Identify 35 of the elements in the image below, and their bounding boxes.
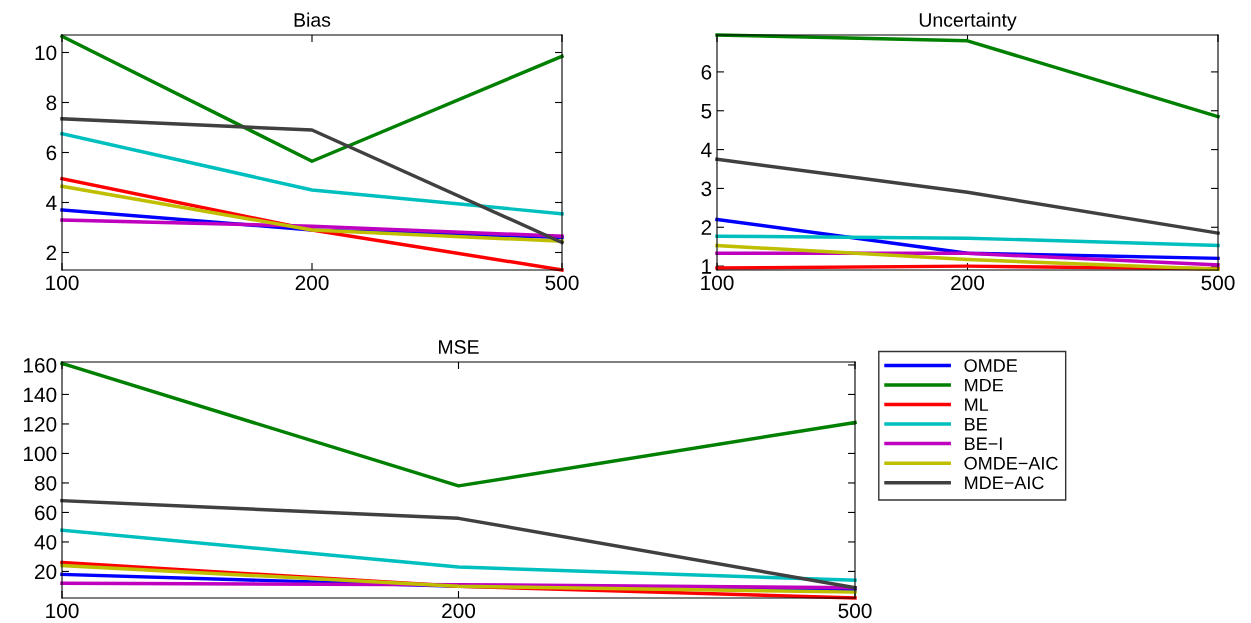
y-tick-label: 60 [35, 505, 57, 521]
x-tick-label: 200 [951, 275, 985, 291]
y-tick-label: 160 [23, 357, 57, 373]
y-tick-label: 10 [35, 45, 57, 61]
legend-label: BE [965, 417, 987, 431]
y-tick-label: 140 [23, 387, 57, 403]
y-tick-label: 120 [23, 416, 57, 432]
y-tick-label: 4 [701, 142, 712, 158]
x-tick-label: 500 [1201, 275, 1235, 291]
legend-label: MDE [965, 378, 1003, 392]
y-tick-label: 80 [34, 475, 57, 491]
y-tick-label: 6 [46, 145, 57, 161]
legend-label: OMDE−AIC [964, 456, 1058, 470]
x-tick-label: 500 [545, 275, 579, 291]
y-tick-label: 40 [34, 534, 57, 550]
x-tick-label: 200 [442, 603, 476, 619]
chart-title: Bias [294, 12, 331, 27]
chart-title: Uncertainty [919, 12, 1017, 31]
legend-label: ML [965, 398, 989, 411]
legend-label: BE−I [965, 437, 1002, 450]
x-tick-label: 500 [838, 603, 872, 619]
y-tick-label: 2 [46, 245, 57, 261]
y-tick-label: 2 [701, 220, 712, 235]
y-tick-label: 4 [46, 195, 57, 211]
y-tick-label: 1 [702, 259, 712, 274]
x-tick-label: 200 [295, 275, 329, 291]
y-tick-label: 20 [35, 564, 57, 580]
y-tick-label: 8 [46, 95, 57, 111]
y-tick-label: 100 [23, 446, 57, 462]
legend-label: OMDE [964, 359, 1018, 372]
y-tick-label: 5 [701, 103, 712, 119]
chart-title: MSE [439, 340, 479, 354]
y-tick-label: 6 [701, 64, 712, 80]
legend-label: MDE−AIC [965, 476, 1044, 490]
y-tick-label: 3 [701, 181, 712, 197]
